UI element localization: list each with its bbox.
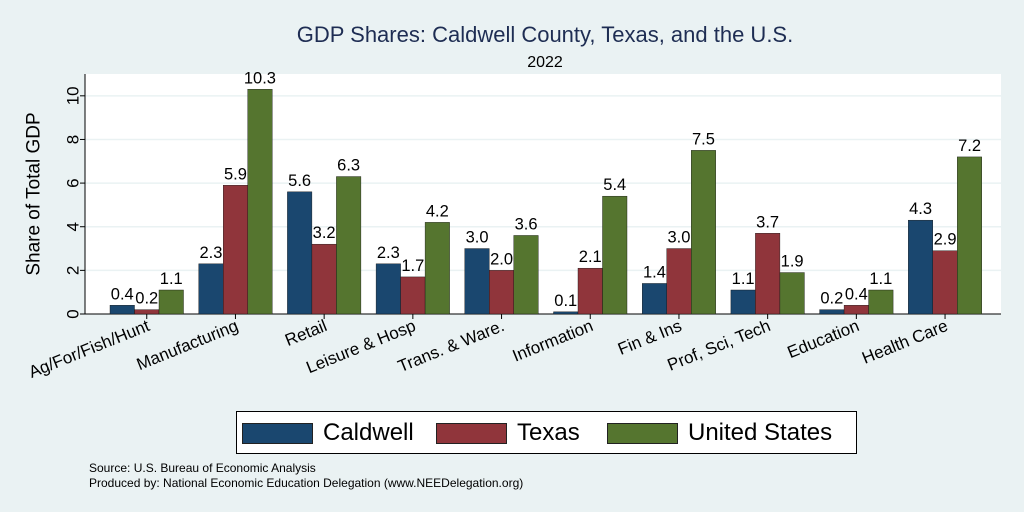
- bar-0-7: [730, 289, 756, 315]
- bar-0-1: [198, 263, 224, 315]
- bar-value-label-2-4: 3.6: [515, 215, 538, 233]
- bar-value-label-0-7: 1.1: [732, 270, 755, 288]
- bar-2-4: [513, 235, 539, 315]
- x-tick-label-7: Prof, Sci, Tech: [665, 316, 773, 375]
- y-tick-label-0: 0: [64, 309, 83, 318]
- bar-value-label-2-1: 10.3: [244, 69, 276, 87]
- bar-2-3: [424, 222, 450, 315]
- produced-by-note: Produced by: National Economic Education…: [89, 476, 524, 490]
- bar-1-3: [400, 276, 426, 315]
- legend-swatch-caldwell: [242, 422, 313, 444]
- bar-2-5: [602, 195, 628, 315]
- legend-item-caldwell: Caldwell: [242, 420, 414, 446]
- bar-value-label-0-3: 2.3: [377, 244, 400, 262]
- bar-0-6: [642, 283, 667, 315]
- bar-value-label-2-5: 5.4: [603, 176, 626, 194]
- x-tick-label-1: Manufacturing: [134, 316, 241, 374]
- source-note: Source: U.S. Bureau of Economic Analysis: [89, 461, 316, 475]
- chart-subtitle: 2022: [527, 54, 563, 71]
- x-tick-label-8: Education: [785, 316, 862, 362]
- bar-0-3: [375, 263, 401, 315]
- legend-swatch-texas: [436, 422, 507, 444]
- bar-2-0: [158, 289, 184, 315]
- bar-0-5: [553, 311, 579, 315]
- bar-value-label-0-2: 5.6: [288, 172, 311, 190]
- x-tick-label-0: Ag/For/Fish/Hunt: [26, 316, 153, 382]
- x-tick-label-5: Information: [510, 316, 596, 365]
- bar-value-label-2-3: 4.2: [426, 202, 449, 220]
- bar-value-label-1-4: 2.0: [490, 250, 513, 268]
- bar-value-label-1-3: 1.7: [401, 257, 424, 275]
- bar-2-6: [691, 150, 716, 315]
- bar-1-5: [577, 267, 603, 315]
- bar-value-label-1-9: 2.9: [934, 231, 957, 249]
- y-tick-label-2: 2: [64, 266, 83, 275]
- y-tick-label-10: 10: [64, 86, 83, 105]
- bar-value-label-1-1: 5.9: [224, 165, 247, 183]
- bar-value-label-1-2: 3.2: [313, 224, 336, 242]
- bar-value-label-0-6: 1.4: [643, 263, 666, 281]
- bar-value-label-2-0: 1.1: [160, 270, 183, 288]
- legend-label-united-states: United States: [688, 419, 833, 446]
- x-tick-label-2: Retail: [282, 316, 329, 350]
- x-tick-label-9: Health Care: [859, 316, 950, 368]
- legend-label-caldwell: Caldwell: [323, 419, 414, 446]
- bar-1-0: [134, 309, 160, 315]
- y-tick-label-6: 6: [64, 178, 83, 187]
- bar-value-label-2-6: 7.5: [692, 130, 715, 148]
- legend-item-texas: Texas: [436, 420, 580, 446]
- bar-value-label-1-5: 2.1: [579, 248, 602, 266]
- bar-1-4: [489, 270, 514, 315]
- bar-value-label-0-0: 0.4: [111, 285, 134, 303]
- y-tick-label-4: 4: [64, 222, 83, 231]
- bar-1-6: [666, 248, 692, 315]
- bar-2-8: [868, 289, 894, 315]
- y-tick-label-8: 8: [64, 135, 83, 144]
- legend: Caldwell Texas United States: [236, 411, 857, 454]
- bar-1-1: [222, 185, 248, 315]
- legend-swatch-united-states: [607, 422, 678, 444]
- bar-value-label-2-7: 1.9: [781, 253, 804, 271]
- bar-value-label-1-7: 3.7: [756, 213, 779, 231]
- bar-value-label-2-9: 7.2: [958, 137, 981, 155]
- bar-value-label-2-2: 6.3: [337, 157, 360, 175]
- bar-1-8: [843, 305, 869, 315]
- bar-0-9: [908, 219, 933, 315]
- legend-item-united-states: United States: [607, 420, 832, 446]
- bar-2-1: [247, 89, 273, 315]
- bar-1-2: [311, 243, 337, 315]
- legend-label-texas: Texas: [517, 419, 580, 446]
- bar-value-label-1-8: 0.4: [845, 285, 868, 303]
- bar-2-7: [779, 272, 805, 315]
- bar-1-7: [755, 233, 781, 315]
- y-axis-title: Share of Total GDP: [24, 112, 45, 275]
- bar-value-label-1-6: 3.0: [667, 229, 690, 247]
- bar-value-label-0-4: 3.0: [466, 229, 489, 247]
- bar-value-label-2-8: 1.1: [869, 270, 892, 288]
- bar-0-2: [287, 191, 313, 315]
- bar-2-9: [957, 156, 982, 315]
- bar-value-label-0-1: 2.3: [199, 244, 222, 262]
- bar-value-label-0-5: 0.1: [554, 292, 577, 310]
- bar-0-4: [464, 248, 490, 315]
- bar-value-label-0-9: 4.3: [909, 200, 932, 218]
- bar-value-label-0-8: 0.2: [820, 290, 843, 308]
- bar-0-8: [819, 309, 845, 315]
- chart-title: GDP Shares: Caldwell County, Texas, and …: [297, 22, 793, 47]
- bar-0-0: [109, 305, 135, 315]
- bar-2-2: [336, 176, 362, 315]
- bar-1-9: [932, 250, 958, 315]
- bar-value-label-1-0: 0.2: [135, 290, 158, 308]
